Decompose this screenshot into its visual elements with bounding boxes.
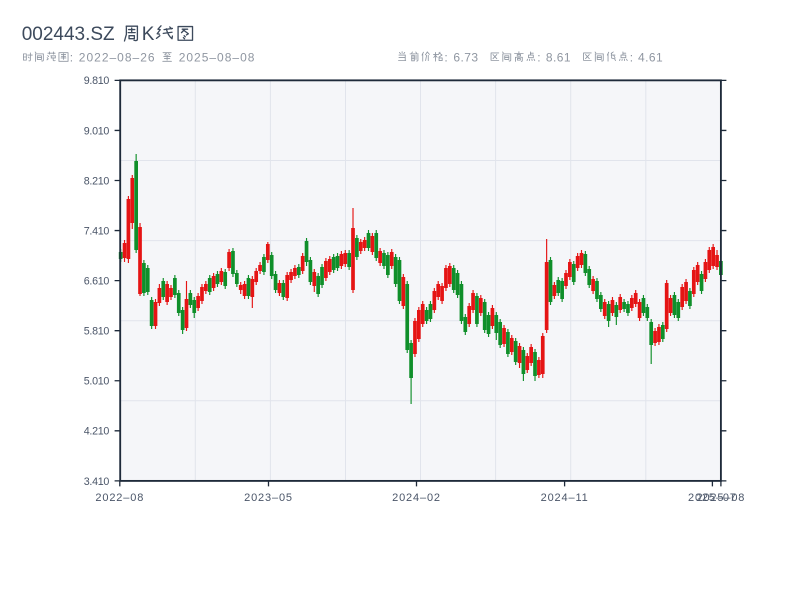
svg-text:2024–02: 2024–02 [392,492,441,504]
svg-text:2022–08–26: 2022–08–26 [79,50,156,64]
svg-text:2023–05: 2023–05 [244,492,293,504]
svg-text:6.610: 6.610 [84,276,110,288]
svg-text:8.61: 8.61 [546,50,571,64]
svg-text:5.810: 5.810 [84,326,110,338]
svg-text:2025–07: 2025–07 [688,492,737,504]
svg-text:8.210: 8.210 [84,175,110,187]
svg-text:K: K [142,24,155,45]
svg-text:5.010: 5.010 [84,376,110,388]
svg-text:002443.SZ: 002443.SZ [22,24,115,45]
svg-text:2024–11: 2024–11 [541,492,589,504]
svg-text:2025–08: 2025–08 [697,492,746,504]
svg-text:4.61: 4.61 [638,50,663,64]
svg-text:9.010: 9.010 [84,125,110,137]
svg-text::: : [70,50,73,64]
svg-text:7.410: 7.410 [84,226,110,238]
svg-text:6.73: 6.73 [453,50,478,64]
svg-text:3.410: 3.410 [84,476,110,488]
svg-text::: : [630,50,633,64]
svg-text:2022–08: 2022–08 [95,492,144,504]
svg-text:9.810: 9.810 [84,75,110,87]
svg-text:2025–08–08: 2025–08–08 [179,50,256,64]
svg-text:4.210: 4.210 [84,426,110,438]
svg-text::: : [537,50,540,64]
svg-text::: : [444,50,447,64]
